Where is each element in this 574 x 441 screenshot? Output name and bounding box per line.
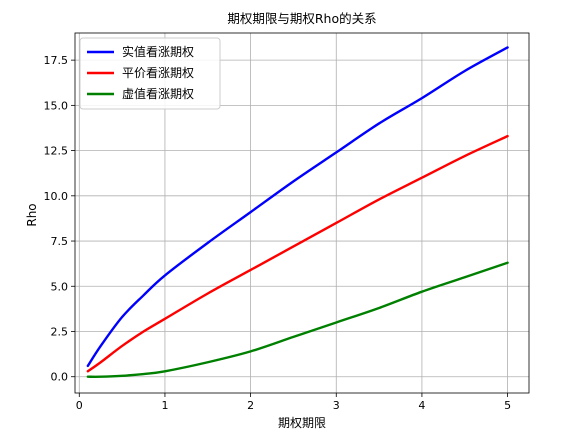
axis-ticks: 0 1 2 3 4 5 0.0 2.5 5.0 7.5 10.0 12.5 15.0 17.5 bbox=[44, 54, 512, 412]
y-tick-label: 7.5 bbox=[51, 235, 69, 248]
legend-label: 实值看涨期权 bbox=[122, 44, 194, 59]
x-tick-label: 3 bbox=[333, 399, 340, 412]
y-axis-label: Rho bbox=[25, 203, 39, 226]
plot-area bbox=[86, 46, 509, 378]
legend-label: 平价看涨期权 bbox=[122, 65, 194, 80]
x-tick-label: 2 bbox=[247, 399, 254, 412]
x-tick-label: 0 bbox=[76, 399, 83, 412]
series-line-0 bbox=[86, 46, 509, 368]
y-tick-label: 17.5 bbox=[44, 54, 69, 67]
x-tick-label: 5 bbox=[504, 399, 511, 412]
x-tick-label: 1 bbox=[161, 399, 168, 412]
x-tick-label: 4 bbox=[418, 399, 425, 412]
legend-box bbox=[79, 37, 221, 110]
y-tick-label: 15.0 bbox=[44, 99, 69, 112]
x-axis-label: 期权期限 bbox=[278, 416, 326, 430]
y-tick-label: 2.5 bbox=[51, 325, 69, 338]
y-tick-label: 10.0 bbox=[44, 190, 69, 203]
legend-label: 虚值看涨期权 bbox=[122, 86, 194, 101]
series-line-1 bbox=[86, 134, 509, 373]
chart-title: 期权期限与期权Rho的关系 bbox=[227, 11, 376, 26]
series-line-2 bbox=[86, 261, 509, 378]
y-tick-label: 0.0 bbox=[51, 371, 69, 384]
axes-frame bbox=[74, 32, 530, 394]
grid bbox=[75, 33, 529, 393]
y-tick-label: 5.0 bbox=[51, 280, 69, 293]
y-tick-label: 12.5 bbox=[44, 145, 69, 158]
